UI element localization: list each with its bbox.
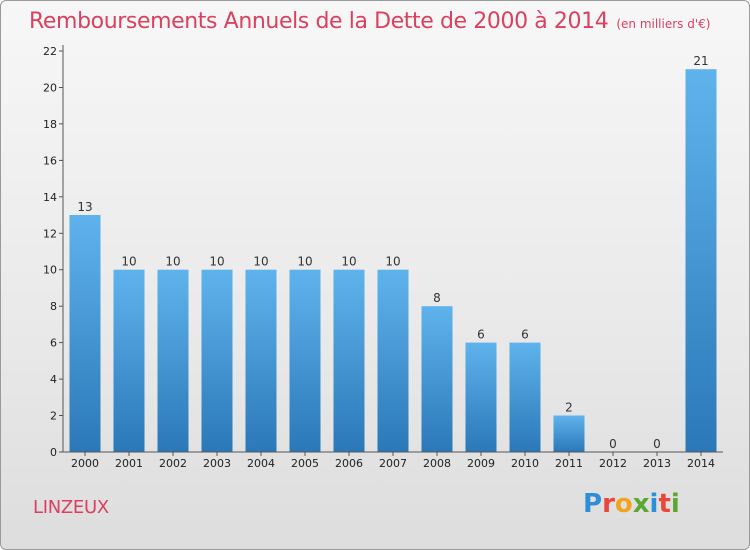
x-tick-label-2014: 2014 <box>687 457 715 470</box>
x-tick-label-2001: 2001 <box>115 457 143 470</box>
data-label-2004: 10 <box>253 255 268 269</box>
data-label-2010: 6 <box>521 328 529 342</box>
y-tick-label-16: 16 <box>43 154 57 167</box>
chart-subtitle: (en milliers d'€) <box>616 17 711 31</box>
bar-2001 <box>113 269 145 452</box>
logo-letter: P <box>583 489 603 519</box>
x-tick-label-2012: 2012 <box>599 457 627 470</box>
data-label-2011: 2 <box>565 401 573 415</box>
logo-letter: i <box>649 489 659 519</box>
data-label-2001: 10 <box>121 255 136 269</box>
data-label-2007: 10 <box>385 255 400 269</box>
x-tick-label-2005: 2005 <box>291 457 319 470</box>
data-label-2003: 10 <box>209 255 224 269</box>
logo-letter: o <box>614 489 633 519</box>
y-tick-label-18: 18 <box>43 118 57 131</box>
x-tick-label-2007: 2007 <box>379 457 407 470</box>
bar-2000 <box>69 215 101 452</box>
bar-2006 <box>333 269 365 452</box>
data-label-2005: 10 <box>297 255 312 269</box>
y-tick-label-12: 12 <box>43 227 57 240</box>
x-tick-label-2002: 2002 <box>159 457 187 470</box>
bar-2008 <box>421 306 453 452</box>
data-label-2000: 13 <box>77 200 92 214</box>
logo-letter: x <box>632 489 650 519</box>
data-label-2006: 10 <box>341 255 356 269</box>
bar-2007 <box>377 269 409 452</box>
logo-letter: i <box>670 489 680 519</box>
bar-2014 <box>685 69 717 452</box>
y-tick-label-22: 22 <box>43 45 57 58</box>
x-tick-label-2000: 2000 <box>71 457 99 470</box>
logo-letter: t <box>658 489 671 519</box>
x-tick-label-2006: 2006 <box>335 457 363 470</box>
data-label-2002: 10 <box>165 255 180 269</box>
bars-layer <box>69 69 717 452</box>
labels-layer: 1320001020011020021020031020041020051020… <box>43 45 715 470</box>
y-tick-label-4: 4 <box>50 373 57 386</box>
x-tick-label-2004: 2004 <box>247 457 275 470</box>
chart-title: Remboursements Annuels de la Dette de 20… <box>29 9 710 34</box>
y-tick-label-2: 2 <box>50 410 57 423</box>
bar-2010 <box>509 342 541 452</box>
axes-layer <box>59 45 723 456</box>
x-tick-label-2003: 2003 <box>203 457 231 470</box>
x-tick-label-2009: 2009 <box>467 457 495 470</box>
commune-name: LINZEUX <box>33 497 109 518</box>
data-label-2009: 6 <box>477 328 485 342</box>
bar-2011 <box>553 415 585 452</box>
x-tick-label-2010: 2010 <box>511 457 539 470</box>
proxiti-logo: Proxiti <box>583 489 680 519</box>
y-tick-label-20: 20 <box>43 82 57 95</box>
data-label-2014: 21 <box>693 54 708 68</box>
bar-2003 <box>201 269 233 452</box>
bar-2005 <box>289 269 321 452</box>
data-label-2008: 8 <box>433 291 441 305</box>
y-tick-label-14: 14 <box>43 191 57 204</box>
bar-2002 <box>157 269 189 452</box>
data-label-2012: 0 <box>609 437 617 451</box>
data-label-2013: 0 <box>653 437 661 451</box>
bar-2004 <box>245 269 277 452</box>
logo-letter: r <box>602 489 615 519</box>
x-tick-label-2013: 2013 <box>643 457 671 470</box>
bar-2009 <box>465 342 497 452</box>
y-tick-label-6: 6 <box>50 337 57 350</box>
x-tick-label-2008: 2008 <box>423 457 451 470</box>
y-tick-label-0: 0 <box>50 446 57 459</box>
y-tick-label-10: 10 <box>43 264 57 277</box>
y-tick-label-8: 8 <box>50 300 57 313</box>
chart-title-text: Remboursements Annuels de la Dette de 20… <box>29 9 609 34</box>
x-tick-label-2011: 2011 <box>555 457 583 470</box>
